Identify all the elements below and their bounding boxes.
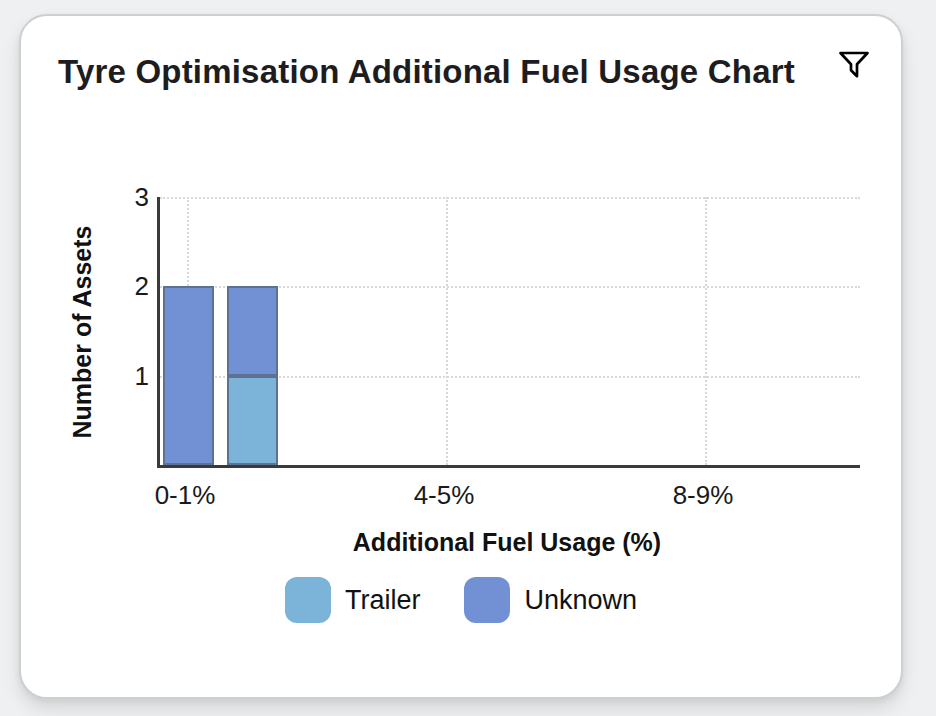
bar-segment-unknown-0-1%[interactable] <box>163 286 214 465</box>
filter-button[interactable] <box>833 44 875 86</box>
legend-item-trailer[interactable]: Trailer <box>285 577 421 623</box>
gridline-vertical <box>705 197 707 465</box>
legend-swatch-trailer <box>285 577 331 623</box>
legend-label: Trailer <box>345 585 421 616</box>
legend-item-unknown[interactable]: Unknown <box>464 577 637 623</box>
x-tick-label: 4-5% <box>384 479 504 511</box>
legend-label: Unknown <box>524 585 637 616</box>
x-tick-label: 8-9% <box>643 479 763 511</box>
plot-area <box>157 197 860 468</box>
bar-segment-trailer-1-2%[interactable] <box>227 376 278 465</box>
chart-legend: Trailer Unknown <box>21 577 901 623</box>
x-tick-label: 0-1% <box>125 479 245 511</box>
y-tick-label: 2 <box>97 271 149 301</box>
gridline-horizontal <box>160 197 860 199</box>
y-tick-label: 3 <box>97 182 149 212</box>
x-axis-title: Additional Fuel Usage (%) <box>157 528 857 557</box>
chart-card: Tyre Optimisation Additional Fuel Usage … <box>19 14 903 699</box>
filter-funnel-icon <box>836 47 872 83</box>
y-tick-label: 1 <box>97 361 149 391</box>
legend-swatch-unknown <box>464 577 510 623</box>
y-axis-title: Number of Assets <box>68 225 97 438</box>
gridline-vertical <box>446 197 448 465</box>
bar-segment-unknown-1-2%[interactable] <box>227 286 278 375</box>
page-title: Tyre Optimisation Additional Fuel Usage … <box>58 49 814 95</box>
